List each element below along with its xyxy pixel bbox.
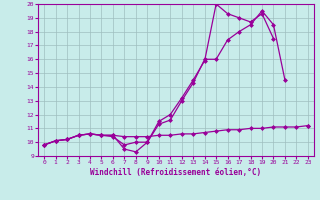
X-axis label: Windchill (Refroidissement éolien,°C): Windchill (Refroidissement éolien,°C) xyxy=(91,168,261,177)
